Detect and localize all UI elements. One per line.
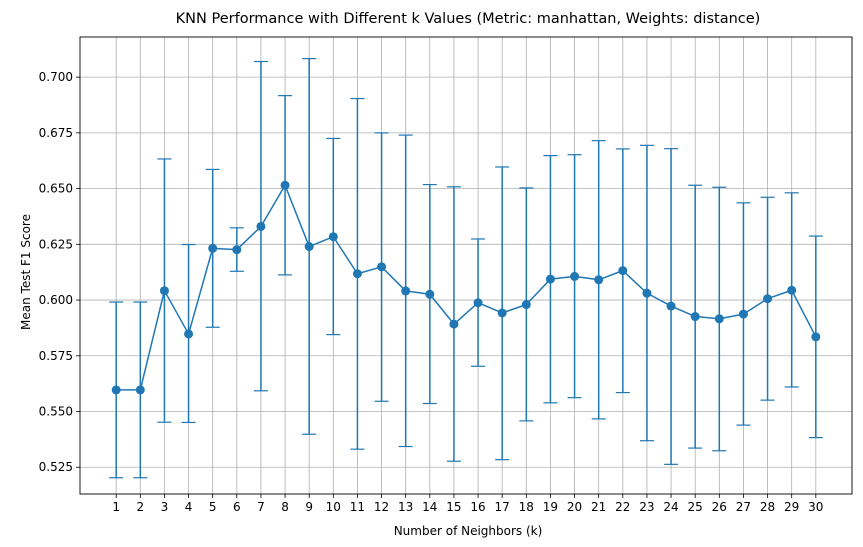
data-point (377, 262, 387, 272)
x-tick-label: 26 (712, 500, 727, 514)
x-tick-label: 5 (209, 500, 217, 514)
x-tick-label: 22 (615, 500, 630, 514)
x-tick-label: 20 (567, 500, 582, 514)
x-tick-label: 9 (305, 500, 313, 514)
data-point (690, 312, 700, 322)
data-point (135, 385, 145, 395)
data-point (401, 286, 411, 296)
x-tick-label: 4 (185, 500, 193, 514)
x-tick-label: 28 (760, 500, 775, 514)
x-tick-label: 1 (112, 500, 120, 514)
x-axis-label: Number of Neighbors (k) (394, 524, 543, 538)
data-point (497, 308, 507, 318)
x-tick-label: 30 (808, 500, 823, 514)
data-point (184, 329, 194, 339)
data-point (304, 242, 314, 252)
x-tick-label: 16 (470, 500, 485, 514)
data-point (449, 319, 459, 329)
data-point (738, 309, 748, 319)
x-tick-label: 19 (543, 500, 558, 514)
x-tick-label: 29 (784, 500, 799, 514)
y-tick-label: 0.525 (39, 460, 73, 474)
data-point (811, 332, 821, 342)
data-point (618, 266, 628, 276)
y-tick-label: 0.550 (39, 405, 73, 419)
x-tick-label: 18 (519, 500, 534, 514)
y-axis-ticks: 0.525 0.550 0.575 0.600 0.625 0.650 0.675 0.700 (39, 70, 80, 474)
data-point (521, 300, 531, 310)
data-point (425, 289, 435, 299)
x-tick-label: 6 (233, 500, 241, 514)
x-tick-label: 17 (495, 500, 510, 514)
chart-title: KNN Performance with Different k Values … (176, 11, 761, 27)
x-tick-label: 12 (374, 500, 389, 514)
x-tick-label: 2 (136, 500, 144, 514)
data-point (111, 385, 121, 395)
x-tick-label: 23 (639, 500, 654, 514)
y-tick-label: 0.650 (39, 182, 73, 196)
x-tick-label: 27 (736, 500, 751, 514)
data-point (473, 298, 483, 308)
data-point (787, 285, 797, 295)
x-tick-label: 13 (398, 500, 413, 514)
x-tick-label: 7 (257, 500, 265, 514)
x-tick-label: 15 (446, 500, 461, 514)
data-point (208, 243, 218, 253)
plot-frame (79, 36, 853, 495)
x-tick-label: 14 (422, 500, 437, 514)
data-point (545, 274, 555, 284)
y-tick-label: 0.575 (39, 349, 73, 363)
y-tick-label: 0.625 (39, 237, 73, 251)
data-point (352, 269, 362, 279)
y-axis-label: Mean Test F1 Score (19, 214, 33, 330)
x-tick-label: 10 (326, 500, 341, 514)
data-point (642, 288, 652, 298)
x-tick-label: 24 (663, 500, 678, 514)
data-point (256, 221, 266, 231)
data-point (328, 232, 338, 242)
x-tick-label: 25 (688, 500, 703, 514)
data-point (594, 275, 604, 285)
data-point (280, 180, 290, 190)
x-tick-label: 3 (161, 500, 169, 514)
data-point (666, 301, 676, 311)
x-tick-label: 8 (281, 500, 289, 514)
x-tick-label: 11 (350, 500, 365, 514)
data-point (714, 314, 724, 324)
x-tick-label: 21 (591, 500, 606, 514)
y-tick-label: 0.700 (39, 70, 73, 84)
data-point (763, 294, 773, 304)
y-tick-label: 0.675 (39, 126, 73, 140)
data-points (111, 180, 821, 395)
data-point (232, 245, 242, 255)
data-point (570, 271, 580, 281)
x-axis-ticks: 1 2 3 4 5 6 7 8 9 10 11 12 13 14 15 16 17 18 19 20 21 22 23 24 2… (112, 494, 823, 514)
data-point (159, 286, 169, 296)
y-tick-label: 0.600 (39, 293, 73, 307)
axes (79, 36, 853, 495)
